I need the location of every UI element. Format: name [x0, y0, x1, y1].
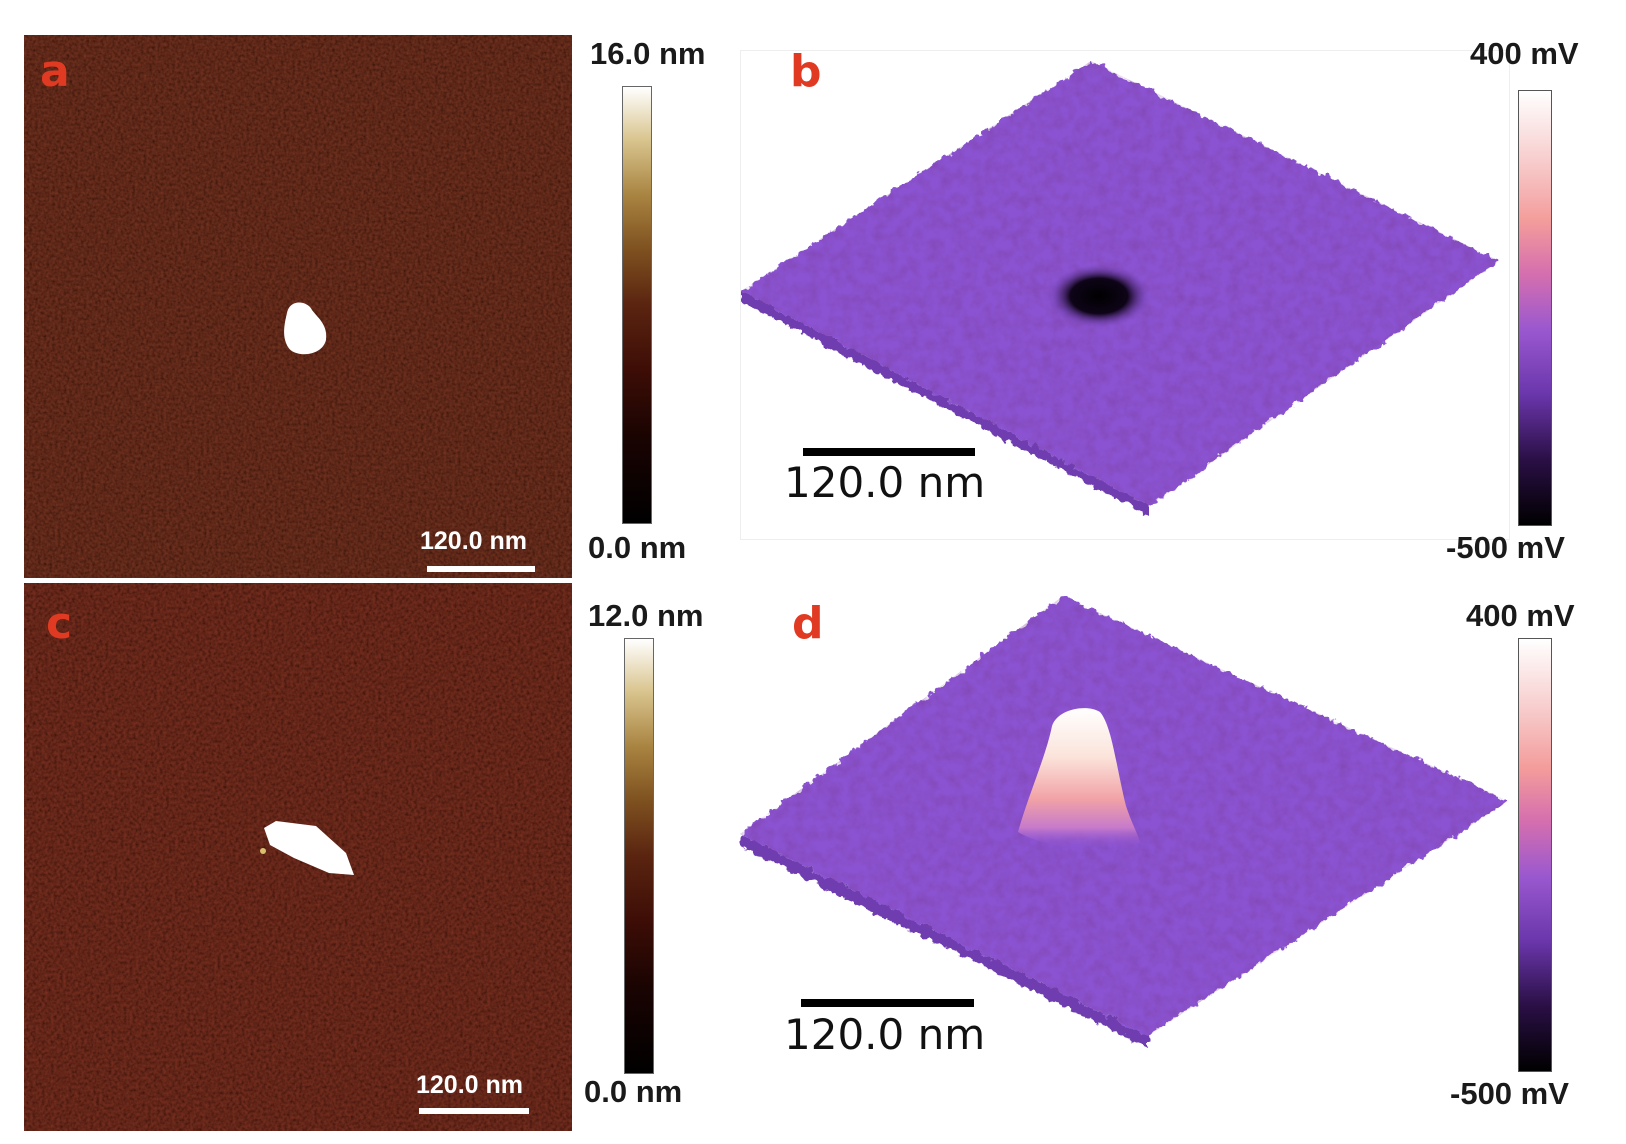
surface-potential-3d-b	[740, 50, 1510, 540]
colorbar-potential-b	[1518, 90, 1552, 526]
colorbar-potential-d	[1518, 638, 1552, 1072]
scale-bar-label-a: 120.0 nm	[420, 527, 528, 555]
afm-height-image-a	[24, 35, 572, 578]
panel-label-c: c	[46, 598, 73, 649]
panel-label-b: b	[790, 46, 822, 97]
potential-pit-b	[1047, 264, 1151, 328]
colorbar-max-label-a: 16.0 nm	[590, 36, 706, 71]
colorbar-min-label-d: -500 mV	[1450, 1076, 1569, 1111]
colorbar-max-label-c: 12.0 nm	[588, 598, 704, 633]
colorbar-min-label-c: 0.0 nm	[584, 1074, 683, 1109]
scale-bar-label-d: 120.0 nm	[784, 1010, 986, 1059]
scale-bar-label-b: 120.0 nm	[784, 458, 986, 507]
panel-label-a: a	[40, 46, 70, 97]
particle-c	[264, 821, 354, 875]
scale-bar-label-c: 120.0 nm	[416, 1071, 524, 1099]
colorbar-height-c	[624, 638, 654, 1074]
scale-bar-c	[419, 1108, 529, 1114]
colorbar-min-label-a: 0.0 nm	[588, 530, 687, 565]
scale-bar-b	[803, 448, 975, 456]
colorbar-max-label-d: 400 mV	[1466, 598, 1575, 633]
scale-bar-d	[801, 999, 974, 1007]
potential-peak-d	[1018, 708, 1140, 849]
colorbar-min-label-b: -500 mV	[1446, 530, 1565, 565]
scale-bar-a	[427, 566, 535, 572]
particle-a	[284, 302, 327, 355]
surface-potential-3d-d	[728, 596, 1518, 1096]
colorbar-height-a	[622, 86, 652, 524]
panel-label-d: d	[792, 598, 824, 649]
colorbar-max-label-b: 400 mV	[1470, 36, 1579, 71]
afm-height-image-c	[24, 583, 572, 1131]
